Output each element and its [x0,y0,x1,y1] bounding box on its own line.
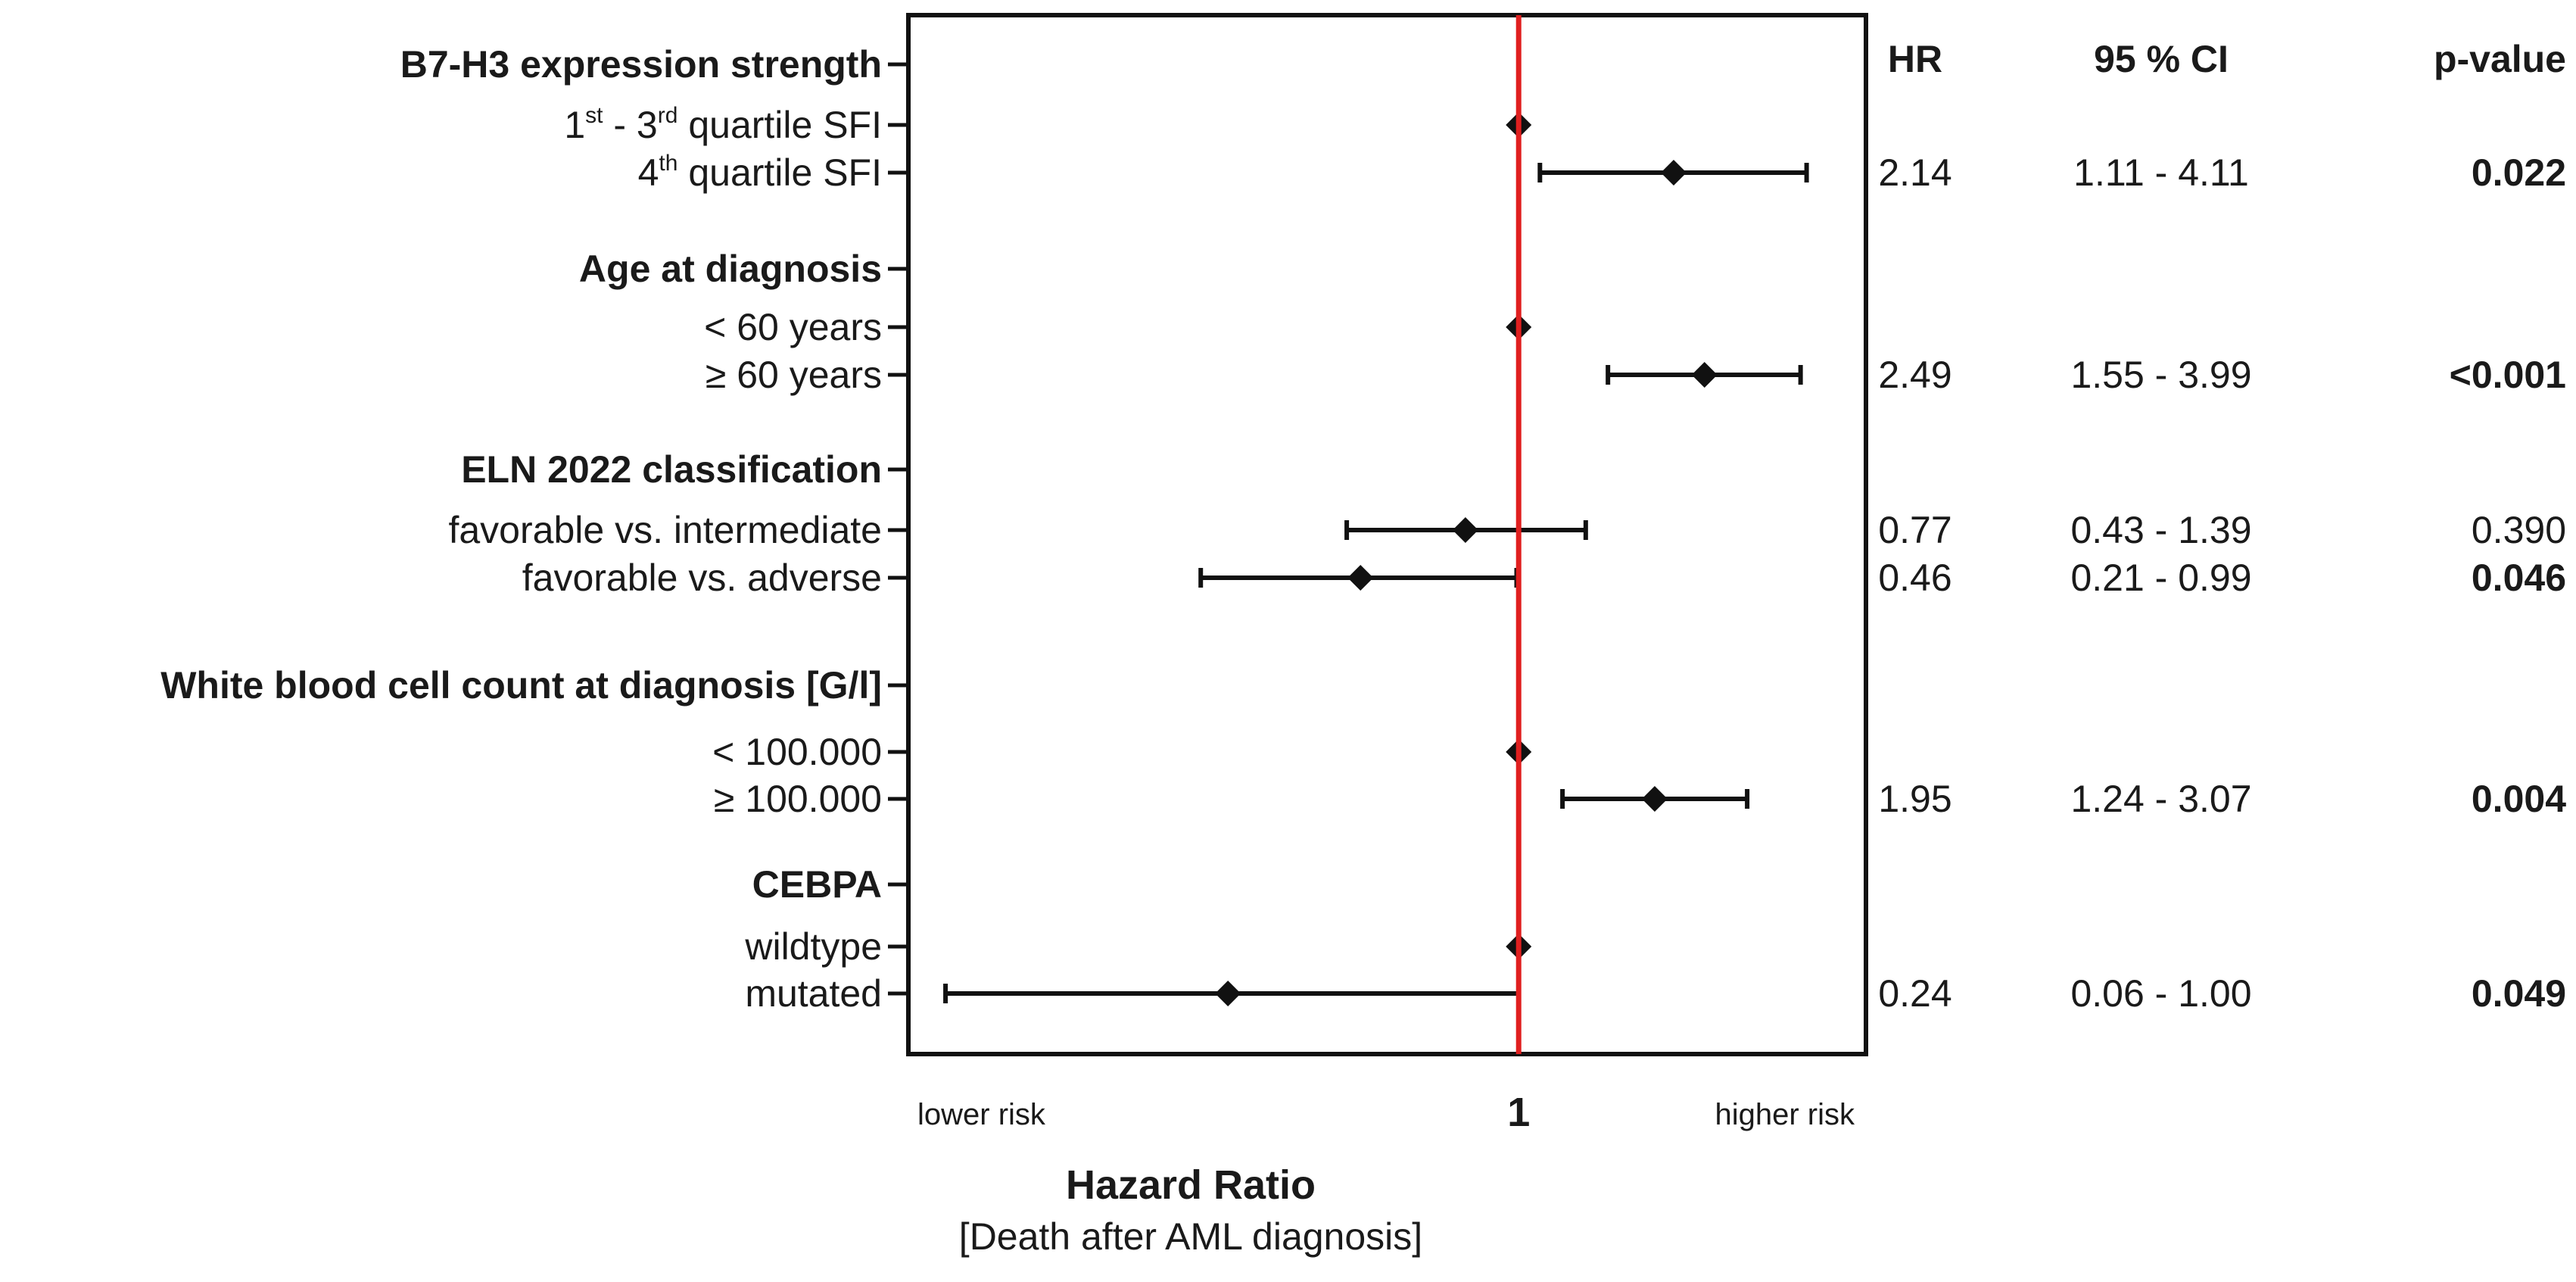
p-value: 0.022 [2472,151,2566,194]
p-value: 0.004 [2472,778,2566,820]
row-label: favorable vs. intermediate [448,509,882,551]
group-title: Age at diagnosis [579,248,882,290]
ci-value: 0.21 - 0.99 [2070,557,2251,599]
hr-point [1215,981,1241,1006]
ci-value: 0.06 - 1.00 [2070,972,2251,1015]
group-title: White blood cell count at diagnosis [G/l… [160,664,882,707]
hr-value: 0.24 [1878,972,1951,1015]
hr-value: 1.95 [1878,778,1951,820]
hr-point [1452,517,1478,543]
hr-value: 0.46 [1878,557,1951,599]
hr-point [1641,786,1668,812]
plot-frame [906,13,1868,1056]
marks-layer [943,112,1809,1006]
group-title: CEBPA [752,863,882,906]
p-value: 0.390 [2472,509,2566,551]
row-label: mutated [745,972,882,1015]
row-label: < 100.000 [712,731,882,773]
column-header-p-value: p-value [2434,38,2566,80]
hr-value: 2.14 [1878,151,1951,194]
p-value: <0.001 [2450,354,2566,396]
ci-value: 1.55 - 3.99 [2070,354,2251,396]
row-label: 1st - 3rd quartile SFI [564,103,882,146]
p-value: 0.046 [2472,557,2566,599]
row-label: ≥ 60 years [706,354,882,396]
axis-label-lower-risk: lower risk [917,1098,1046,1131]
group-title: B7-H3 expression strength [400,43,882,86]
column-header-hr: HR [1888,38,1942,80]
group-title: ELN 2022 classification [461,448,882,491]
row-label: favorable vs. adverse [522,557,882,599]
ci-value: 1.24 - 3.07 [2070,778,2251,820]
ci-value: 1.11 - 4.11 [2073,151,2249,194]
row-label: 4th quartile SFI [638,151,882,194]
hr-point [1347,565,1374,591]
row-label: < 60 years [704,306,882,348]
axis-title: Hazard Ratio [1066,1162,1316,1208]
row-label: wildtype [744,925,882,968]
p-value: 0.049 [2472,972,2566,1015]
hr-value: 2.49 [1878,354,1951,396]
hr-value: 0.77 [1878,509,1951,551]
row-label: ≥ 100.000 [714,778,882,820]
hr-point [1660,160,1687,186]
column-header-ci: 95 % CI [2094,38,2229,80]
ci-value: 0.43 - 1.39 [2070,509,2251,551]
axis-tick-label-1: 1 [1507,1090,1530,1135]
rows-layer: B7-H3 expression strength 1st - 3rd quart… [160,43,2566,1015]
axis-subtitle: [Death after AML diagnosis] [959,1215,1422,1258]
axis-label-higher-risk: higher risk [1715,1098,1855,1131]
hr-point [1691,362,1718,388]
